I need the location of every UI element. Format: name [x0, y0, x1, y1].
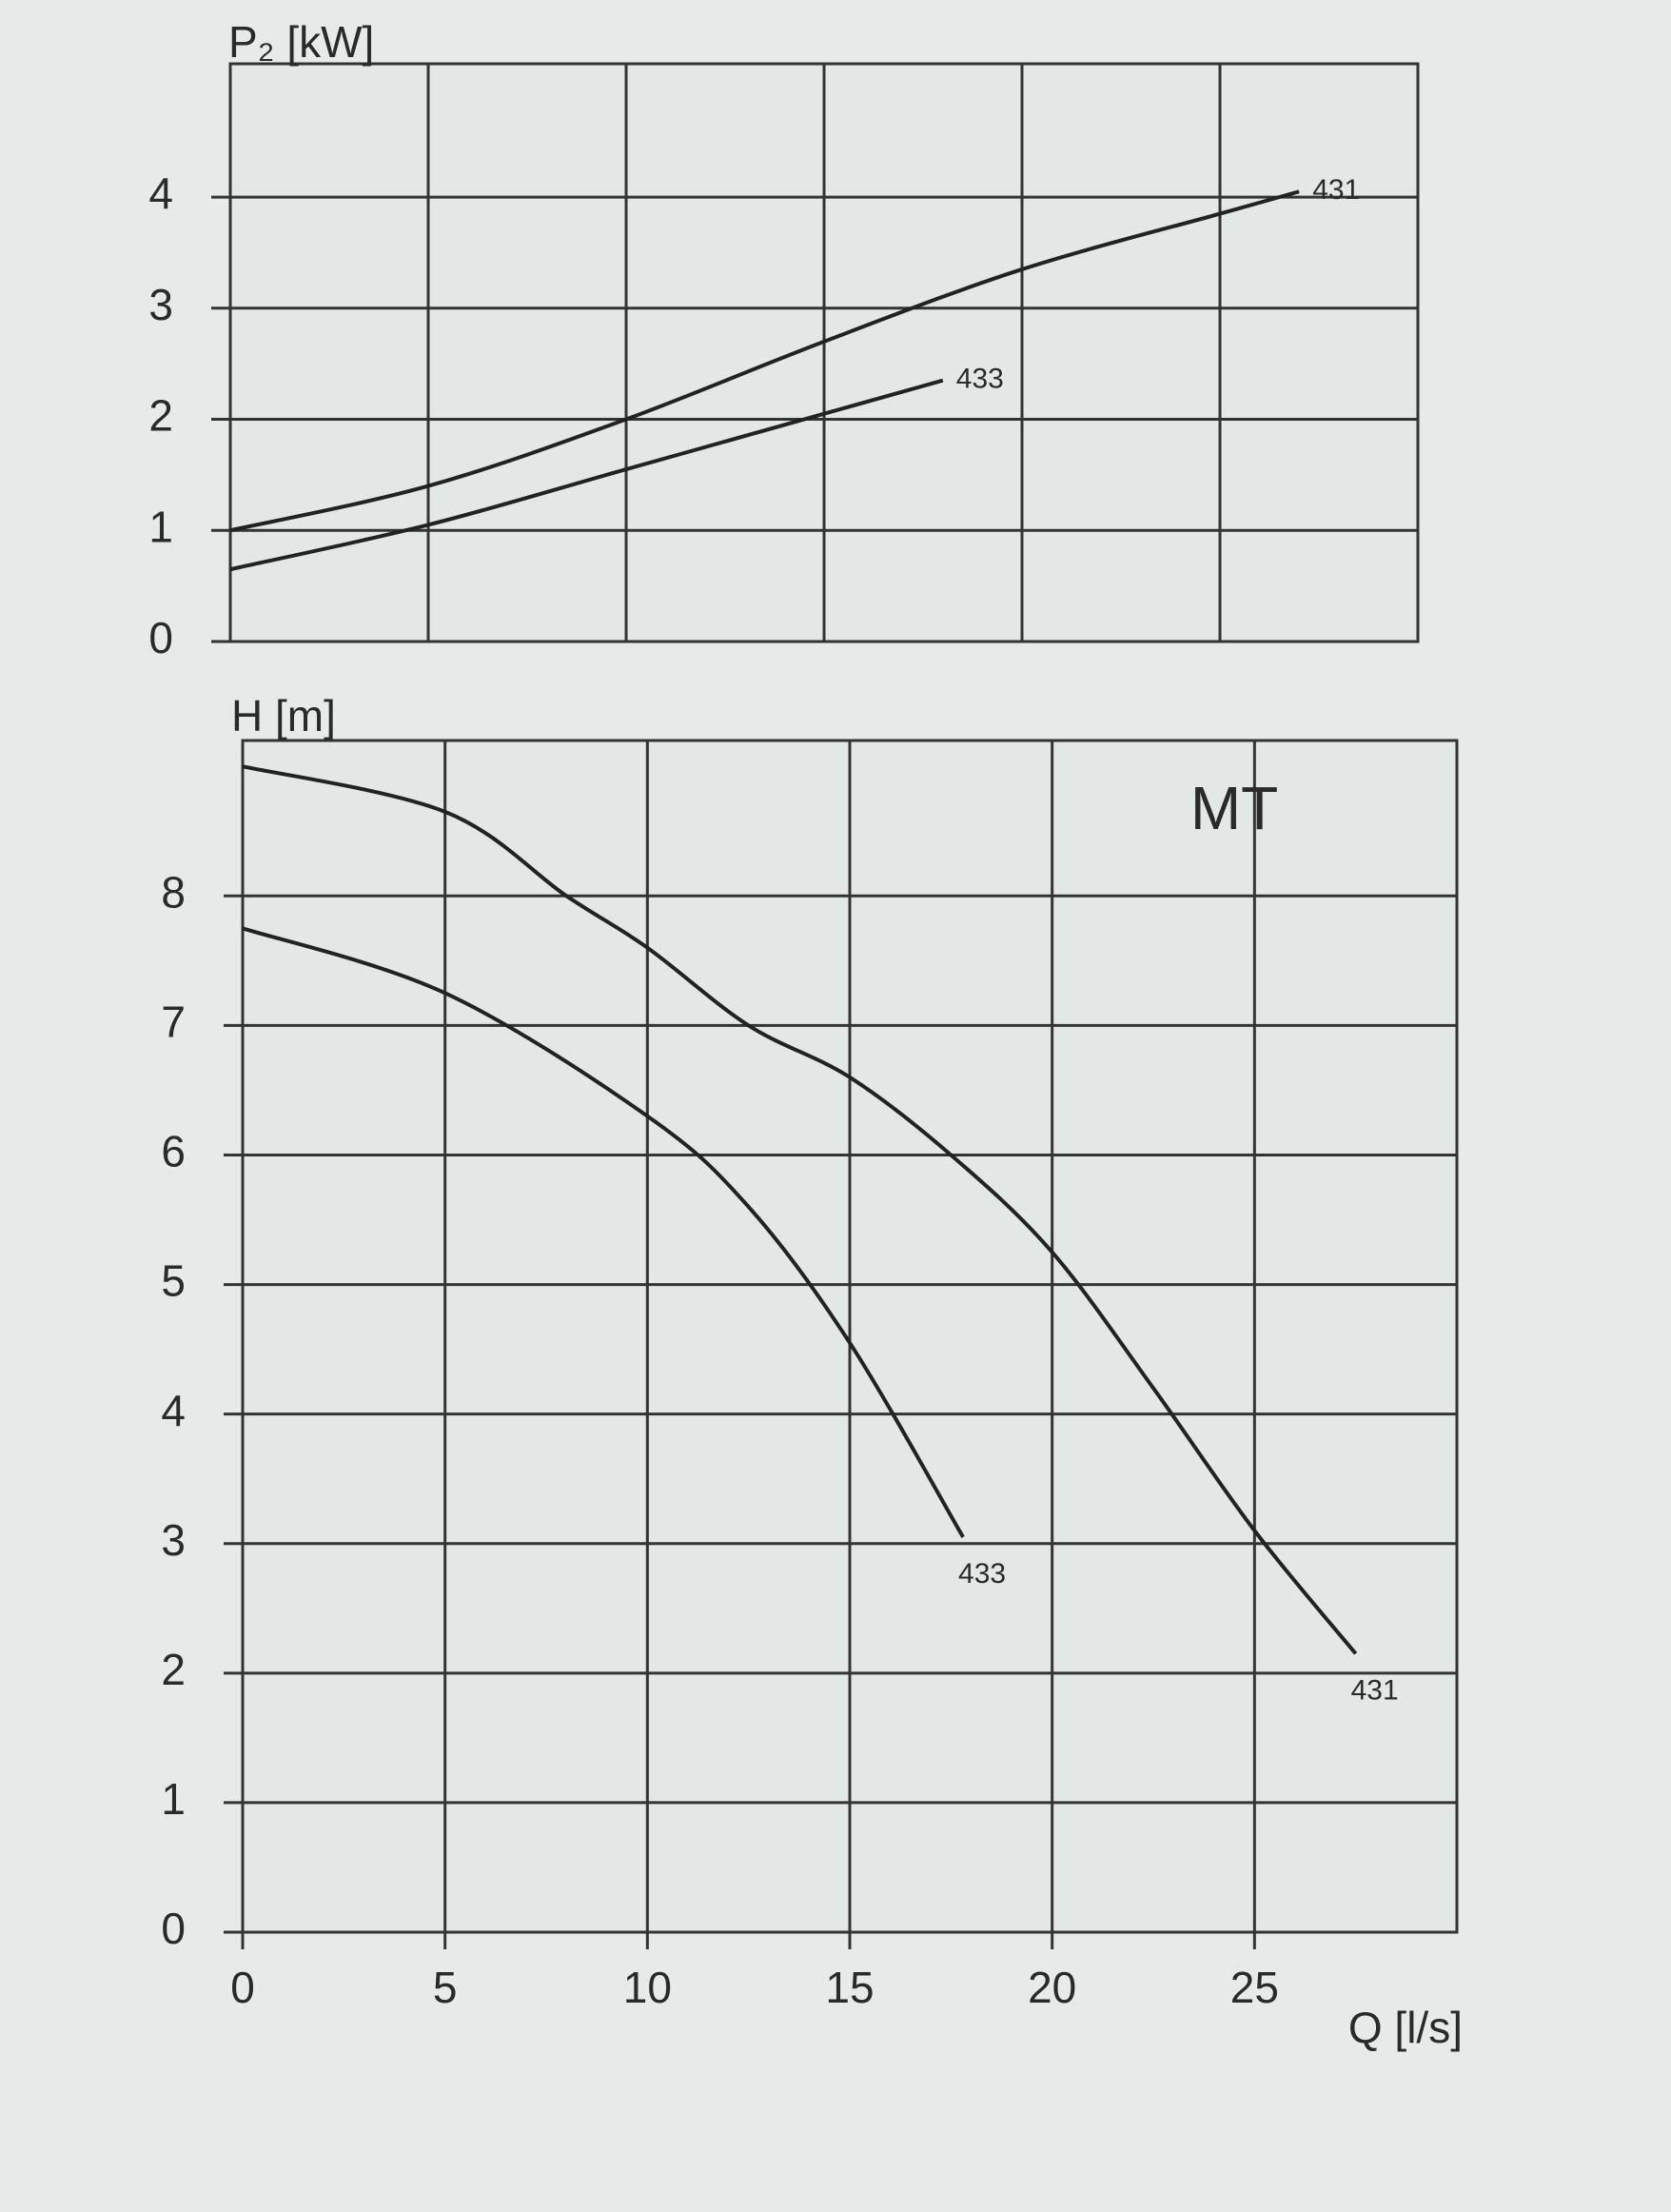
curve-label: 433 [958, 1558, 1006, 1590]
y-tick-label: 3 [161, 1515, 186, 1565]
y-tick-label: 1 [161, 1774, 186, 1824]
x-tick-label: 20 [1028, 1963, 1076, 2012]
x-tick-label: 15 [825, 1963, 874, 2012]
curve [229, 378, 944, 572]
curve-label: 433 [956, 364, 1004, 395]
x-tick-label: 10 [623, 1963, 672, 2012]
y-tick-label: 1 [148, 502, 173, 551]
curve-label: 431 [1312, 174, 1360, 206]
x-tick-label: 25 [1230, 1963, 1279, 2012]
y-tick-label: 4 [161, 1386, 186, 1435]
y-tick-label: 4 [148, 168, 173, 218]
x-tick-label: 0 [230, 1963, 255, 2012]
curve [242, 926, 965, 1538]
y-tick-label: 3 [148, 280, 173, 329]
y-tick-label: 8 [161, 867, 186, 917]
curve [229, 189, 1300, 533]
y-tick-label: 0 [161, 1904, 186, 1953]
x-tick-label: 5 [433, 1963, 458, 2012]
y-tick-label: 7 [161, 997, 186, 1047]
y-tick-label: 2 [161, 1645, 186, 1694]
x-axis-label: Q [l/s] [1348, 2003, 1463, 2052]
annotation: MT [1190, 774, 1278, 842]
y-tick-label: 2 [148, 391, 173, 441]
y-tick-label: 0 [148, 613, 173, 662]
y-axis-label: H [m] [231, 691, 336, 741]
curve [242, 764, 1358, 1655]
y-axis-label: P₂ [kW] [228, 17, 374, 67]
y-tick-label: 5 [161, 1256, 186, 1306]
y-tick-label: 6 [161, 1127, 186, 1176]
curve-label: 431 [1351, 1674, 1399, 1706]
